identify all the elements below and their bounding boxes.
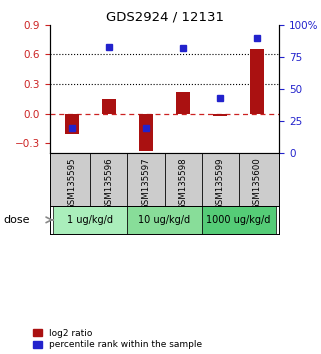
Legend: log2 ratio, percentile rank within the sample: log2 ratio, percentile rank within the s… xyxy=(33,329,202,349)
Text: GSM135598: GSM135598 xyxy=(178,158,187,210)
Bar xyxy=(127,206,202,234)
Text: GSM135599: GSM135599 xyxy=(215,158,225,210)
Bar xyxy=(139,114,153,151)
Text: 1000 ug/kg/d: 1000 ug/kg/d xyxy=(206,215,271,225)
Bar xyxy=(250,50,265,114)
Bar xyxy=(176,92,190,114)
Bar xyxy=(54,206,127,234)
Text: dose: dose xyxy=(3,215,30,225)
Text: GSM135595: GSM135595 xyxy=(67,158,76,210)
Title: GDS2924 / 12131: GDS2924 / 12131 xyxy=(106,11,223,24)
Bar xyxy=(65,114,79,133)
Bar xyxy=(202,206,275,234)
Bar xyxy=(101,99,117,114)
Text: GSM135596: GSM135596 xyxy=(104,158,114,210)
Bar xyxy=(213,114,228,116)
Text: 10 ug/kg/d: 10 ug/kg/d xyxy=(138,215,191,225)
Text: 1 ug/kg/d: 1 ug/kg/d xyxy=(67,215,114,225)
Text: GSM135600: GSM135600 xyxy=(253,158,262,210)
Text: GSM135597: GSM135597 xyxy=(142,158,151,210)
